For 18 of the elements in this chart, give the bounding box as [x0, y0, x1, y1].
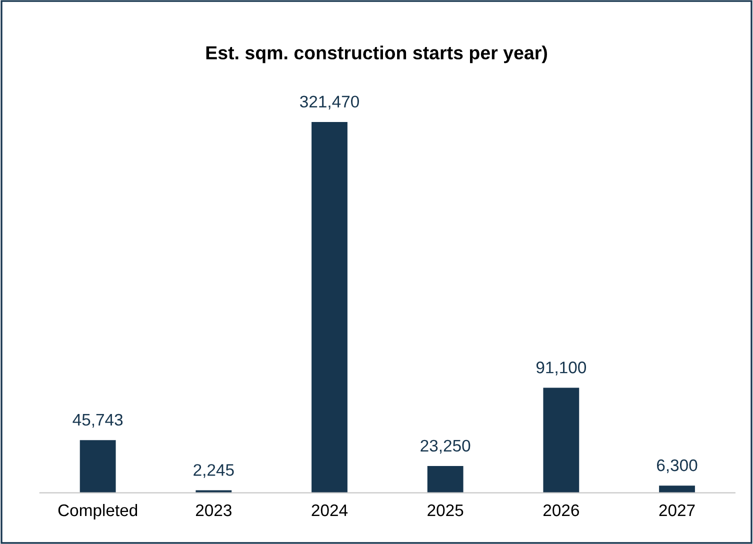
- x-tick-label: 2024: [312, 504, 348, 516]
- x-tick-label: 2025: [428, 504, 464, 516]
- bar: [427, 466, 464, 493]
- bar: [312, 122, 348, 493]
- bar: [659, 486, 695, 493]
- bar: [80, 440, 116, 493]
- data-label: 6,300: [657, 459, 698, 474]
- x-tick-label: 2023: [196, 504, 232, 516]
- chart-title: Est. sqm. construction starts per year): [206, 46, 547, 64]
- x-tick-label: Completed: [58, 504, 138, 520]
- data-label: 2,245: [194, 464, 234, 478]
- data-label: 321,470: [300, 96, 359, 110]
- data-label: 91,100: [536, 362, 586, 376]
- data-label: 23,250: [420, 440, 470, 454]
- data-label: 45,743: [72, 414, 123, 428]
- x-tick-label: 2027: [659, 504, 695, 516]
- bar: [543, 388, 580, 493]
- x-tick-label: 2026: [543, 504, 579, 516]
